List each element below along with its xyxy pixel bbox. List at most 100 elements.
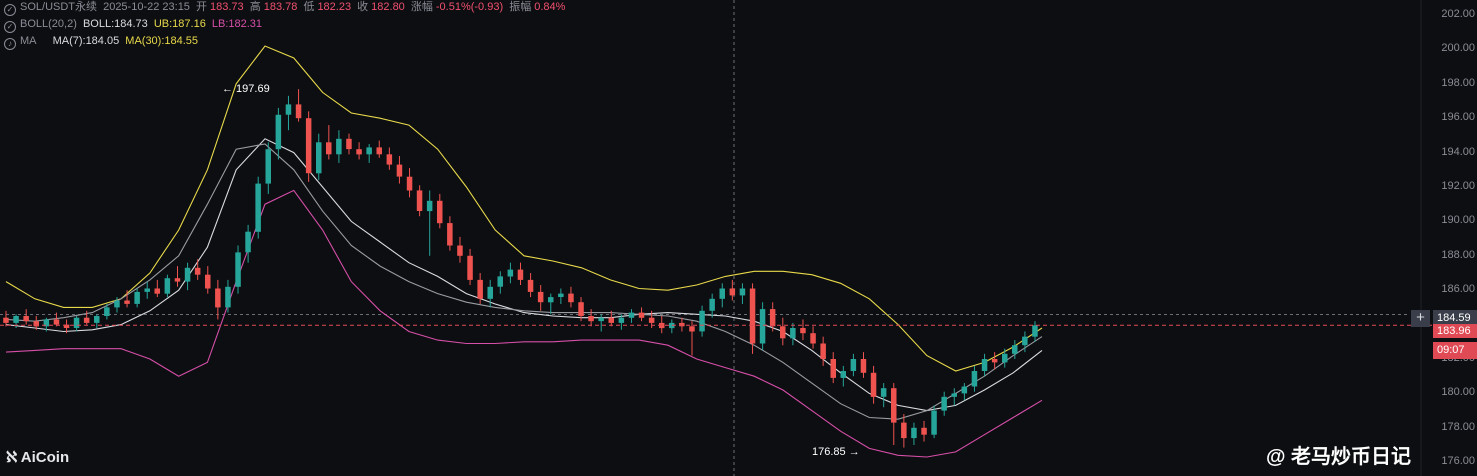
add-alert-plus-icon[interactable]: + xyxy=(1411,310,1430,327)
axis-tick-label: 198.00 xyxy=(1441,76,1475,89)
candle xyxy=(689,321,695,356)
candle xyxy=(891,383,897,445)
candle xyxy=(850,353,857,377)
ma7-value: MA(7):184.05 xyxy=(52,35,120,47)
candle xyxy=(537,285,544,311)
aicoin-logo: ℵ AiCoin xyxy=(6,449,70,466)
candle xyxy=(366,144,372,163)
candle xyxy=(679,317,685,332)
high-label: 高 xyxy=(249,1,261,13)
low-value: 182.23 xyxy=(317,1,352,13)
axis-tick-label: 194.00 xyxy=(1441,145,1475,158)
ma-line xyxy=(5,143,1043,420)
candle xyxy=(598,314,604,332)
candle xyxy=(477,273,483,304)
countdown-tag: 09:07 xyxy=(1433,342,1477,359)
axis-tick-label: 196.00 xyxy=(1441,111,1475,124)
candle xyxy=(527,273,534,298)
candle xyxy=(669,319,675,334)
watermark: @ 老马炒币日记 xyxy=(1266,446,1412,468)
axis-tick-label: 192.00 xyxy=(1441,180,1475,192)
candle xyxy=(820,336,826,366)
candle xyxy=(346,133,352,155)
candle xyxy=(23,309,29,325)
legend-ohlc-row: ✓ SOL/USDT永续 2025-10-22 23:15 开 183.73 高 18… xyxy=(4,0,568,16)
candle xyxy=(991,352,998,370)
candle xyxy=(295,89,302,122)
candle xyxy=(406,168,413,198)
high-annotation: ← 197.69 xyxy=(222,83,270,95)
candle xyxy=(588,309,594,327)
candle xyxy=(880,383,887,408)
candle xyxy=(225,279,231,313)
candle xyxy=(205,266,211,294)
open-label: 开 xyxy=(196,1,207,13)
lb-value: LB:182.31 xyxy=(211,18,263,30)
amp-value: 0.84% xyxy=(534,1,566,13)
candle xyxy=(911,422,917,445)
candle xyxy=(124,290,130,308)
candle xyxy=(497,271,503,294)
candle xyxy=(769,302,776,332)
axis-tick-label: 178.00 xyxy=(1441,420,1475,433)
candle xyxy=(235,245,241,294)
candle xyxy=(215,279,221,320)
boll-label: BOLL(20,2) xyxy=(20,18,77,30)
axis-tick-label: 202.00 xyxy=(1441,8,1475,20)
axis-tick-label: 200.00 xyxy=(1441,42,1475,55)
candle xyxy=(921,420,927,442)
candle xyxy=(628,309,635,323)
candle xyxy=(638,307,645,322)
candle xyxy=(1012,340,1018,359)
boll-value: BOLL:184.73 xyxy=(82,18,148,30)
candle xyxy=(759,302,766,351)
boll-upper-line xyxy=(5,45,1043,372)
candle xyxy=(719,283,725,308)
candle xyxy=(164,274,171,298)
axis-tick-label: 188.00 xyxy=(1441,248,1475,261)
candle xyxy=(416,185,423,217)
toggle-icon[interactable]: ✓ xyxy=(4,21,16,33)
candle xyxy=(618,314,625,330)
candle xyxy=(709,293,715,318)
candle xyxy=(265,142,271,194)
candle xyxy=(780,317,786,346)
toggle-icon[interactable]: ✓ xyxy=(4,4,16,16)
legend-ma-row: ♪ MA MA(7):184.05 MA(30):184.55 xyxy=(4,34,201,50)
candle xyxy=(1002,348,1008,368)
candle xyxy=(790,322,796,346)
open-value: 183.73 xyxy=(210,1,244,13)
indicator-lines xyxy=(5,45,1043,458)
candle xyxy=(245,224,251,263)
candles xyxy=(3,89,1038,448)
crosshair-price-tag: 184.59 xyxy=(1433,310,1477,327)
candle xyxy=(184,262,191,291)
candle xyxy=(507,262,514,284)
candle xyxy=(356,142,362,160)
candle xyxy=(33,316,39,330)
bell-icon[interactable]: ♪ xyxy=(4,38,16,50)
candle xyxy=(951,388,957,406)
candle xyxy=(255,176,261,239)
candle xyxy=(144,281,150,299)
candle xyxy=(699,305,705,337)
ma30-value: MA(30):184.55 xyxy=(125,35,199,47)
candle xyxy=(447,216,453,251)
candle xyxy=(608,310,614,327)
candle xyxy=(961,383,968,401)
candle xyxy=(870,365,877,404)
candle xyxy=(134,288,140,308)
low-annotation: 176.85 → xyxy=(812,446,860,458)
candle xyxy=(53,312,60,327)
candle xyxy=(548,293,554,315)
low-label: 低 xyxy=(303,1,315,13)
candle xyxy=(1022,331,1028,353)
legend-boll-row: ✓ BOLL(20,2) BOLL:184.73 UB:187.16 LB:182… xyxy=(4,17,265,33)
axis-tick-label: 176.00 xyxy=(1441,455,1475,468)
candle xyxy=(830,352,836,384)
candle xyxy=(729,279,736,301)
candle xyxy=(154,279,160,298)
ub-value: UB:187.16 xyxy=(153,18,206,30)
candle xyxy=(971,365,978,392)
